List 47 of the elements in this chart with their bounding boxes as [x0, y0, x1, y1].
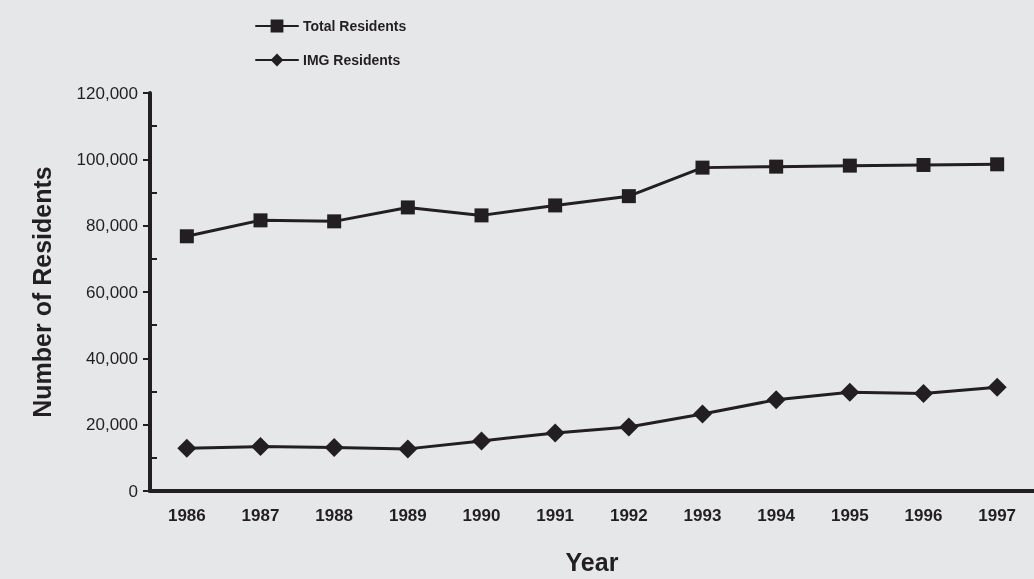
point [842, 158, 857, 173]
point [179, 229, 194, 244]
x-tick-label: 1989 [388, 506, 427, 525]
y-tick-label: 80,000 [86, 216, 138, 236]
x-tick-label: 1995 [830, 506, 869, 525]
x-tick-label: 1996 [904, 506, 943, 525]
point [545, 423, 565, 443]
y-tick-label: 60,000 [86, 282, 138, 302]
point [693, 404, 712, 424]
point [253, 213, 268, 228]
x-tick-label: 1988 [315, 506, 354, 525]
x-tick-label: 1994 [757, 506, 796, 525]
point [987, 377, 1007, 397]
x-axis-title: Year [565, 547, 619, 576]
x-tick-label: 1992 [609, 506, 648, 525]
point [324, 438, 344, 458]
point [177, 438, 197, 458]
point [619, 417, 639, 437]
point [914, 383, 933, 403]
y-tick-label: 0 [128, 481, 138, 501]
x-tick-label: 1987 [241, 506, 280, 525]
point [990, 157, 1005, 172]
point [840, 382, 860, 402]
y-tick-label: 40,000 [86, 348, 138, 368]
point [548, 198, 563, 213]
legend-label: Total Residents [303, 18, 407, 34]
y-tick-label: 120,000 [76, 83, 138, 103]
point [916, 157, 931, 172]
point [327, 214, 342, 229]
x-tick-label: 1993 [683, 506, 722, 525]
point [621, 189, 636, 204]
y-tick-label: 20,000 [86, 415, 138, 435]
point [766, 390, 786, 410]
x-tick-label: 1991 [536, 506, 575, 525]
point [472, 431, 491, 451]
point [474, 208, 489, 223]
x-tick-label: 1990 [462, 506, 501, 525]
y-tick-label: 100,000 [76, 149, 138, 169]
point [769, 159, 784, 174]
point [695, 160, 710, 175]
x-tick-label: 1986 [167, 506, 206, 525]
point [251, 437, 270, 457]
point [398, 439, 418, 459]
x-tick-label: 1997 [978, 506, 1017, 525]
y-axis-title: Number of Residents [27, 166, 56, 418]
point [400, 200, 415, 215]
legend-label: IMG Residents [303, 52, 401, 68]
